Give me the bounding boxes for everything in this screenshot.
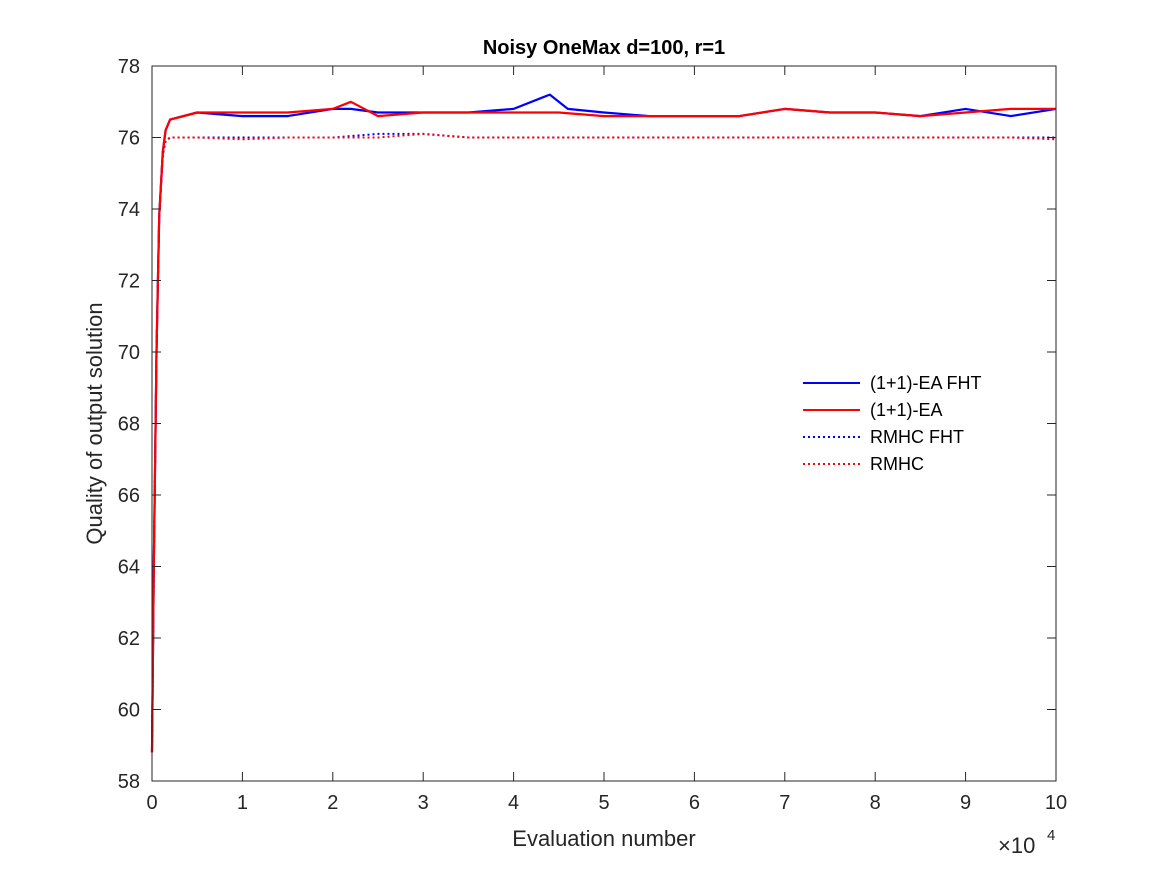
x-axis-exponent: ×10 4 bbox=[998, 827, 1055, 858]
y-tick-label: 78 bbox=[118, 56, 140, 78]
x-tick-label: 0 bbox=[146, 792, 157, 814]
y-tick-label: 66 bbox=[118, 485, 140, 507]
y-axis-label: Quality of output solution bbox=[82, 302, 107, 544]
x-tick-label: 3 bbox=[418, 792, 429, 814]
legend-label: (1+1)-EA bbox=[870, 400, 943, 420]
y-tick-label: 60 bbox=[118, 700, 140, 722]
legend-label: RMHC bbox=[870, 454, 924, 474]
x-exponent-power: 4 bbox=[1047, 827, 1055, 844]
y-tick-label: 62 bbox=[118, 628, 140, 650]
y-tick-label: 76 bbox=[118, 128, 140, 150]
x-tick-label: 7 bbox=[779, 792, 790, 814]
y-tick-label: 72 bbox=[118, 271, 140, 293]
y-tick-label: 70 bbox=[118, 342, 140, 364]
legend-label: (1+1)-EA FHT bbox=[870, 373, 982, 393]
y-tick-label: 68 bbox=[118, 414, 140, 436]
x-tick-label: 2 bbox=[327, 792, 338, 814]
legend: (1+1)-EA FHT (1+1)-EA RMHC FHT RMHC bbox=[803, 373, 982, 474]
y-tick-label: 58 bbox=[118, 771, 140, 793]
x-tick-label: 9 bbox=[960, 792, 971, 814]
y-tick-label: 74 bbox=[118, 199, 140, 221]
legend-label: RMHC FHT bbox=[870, 427, 964, 447]
series-line-1-1-ea bbox=[150, 100, 1056, 753]
x-axis-label: Evaluation number bbox=[512, 826, 695, 851]
x-tick-label: 4 bbox=[508, 792, 519, 814]
chart-title: Noisy OneMax d=100, r=1 bbox=[483, 37, 725, 59]
y-tick-label: 64 bbox=[118, 557, 140, 579]
x-tick-label: 1 bbox=[237, 792, 248, 814]
series-line-rmhc bbox=[151, 132, 1057, 753]
plot-area bbox=[152, 66, 1056, 781]
x-exponent-base: ×10 bbox=[998, 833, 1035, 858]
x-tick-label: 5 bbox=[598, 792, 609, 814]
x-tick-label: 8 bbox=[870, 792, 881, 814]
x-tick-label: 10 bbox=[1045, 792, 1067, 814]
series-layer bbox=[150, 93, 1057, 753]
x-tick-label: 6 bbox=[689, 792, 700, 814]
